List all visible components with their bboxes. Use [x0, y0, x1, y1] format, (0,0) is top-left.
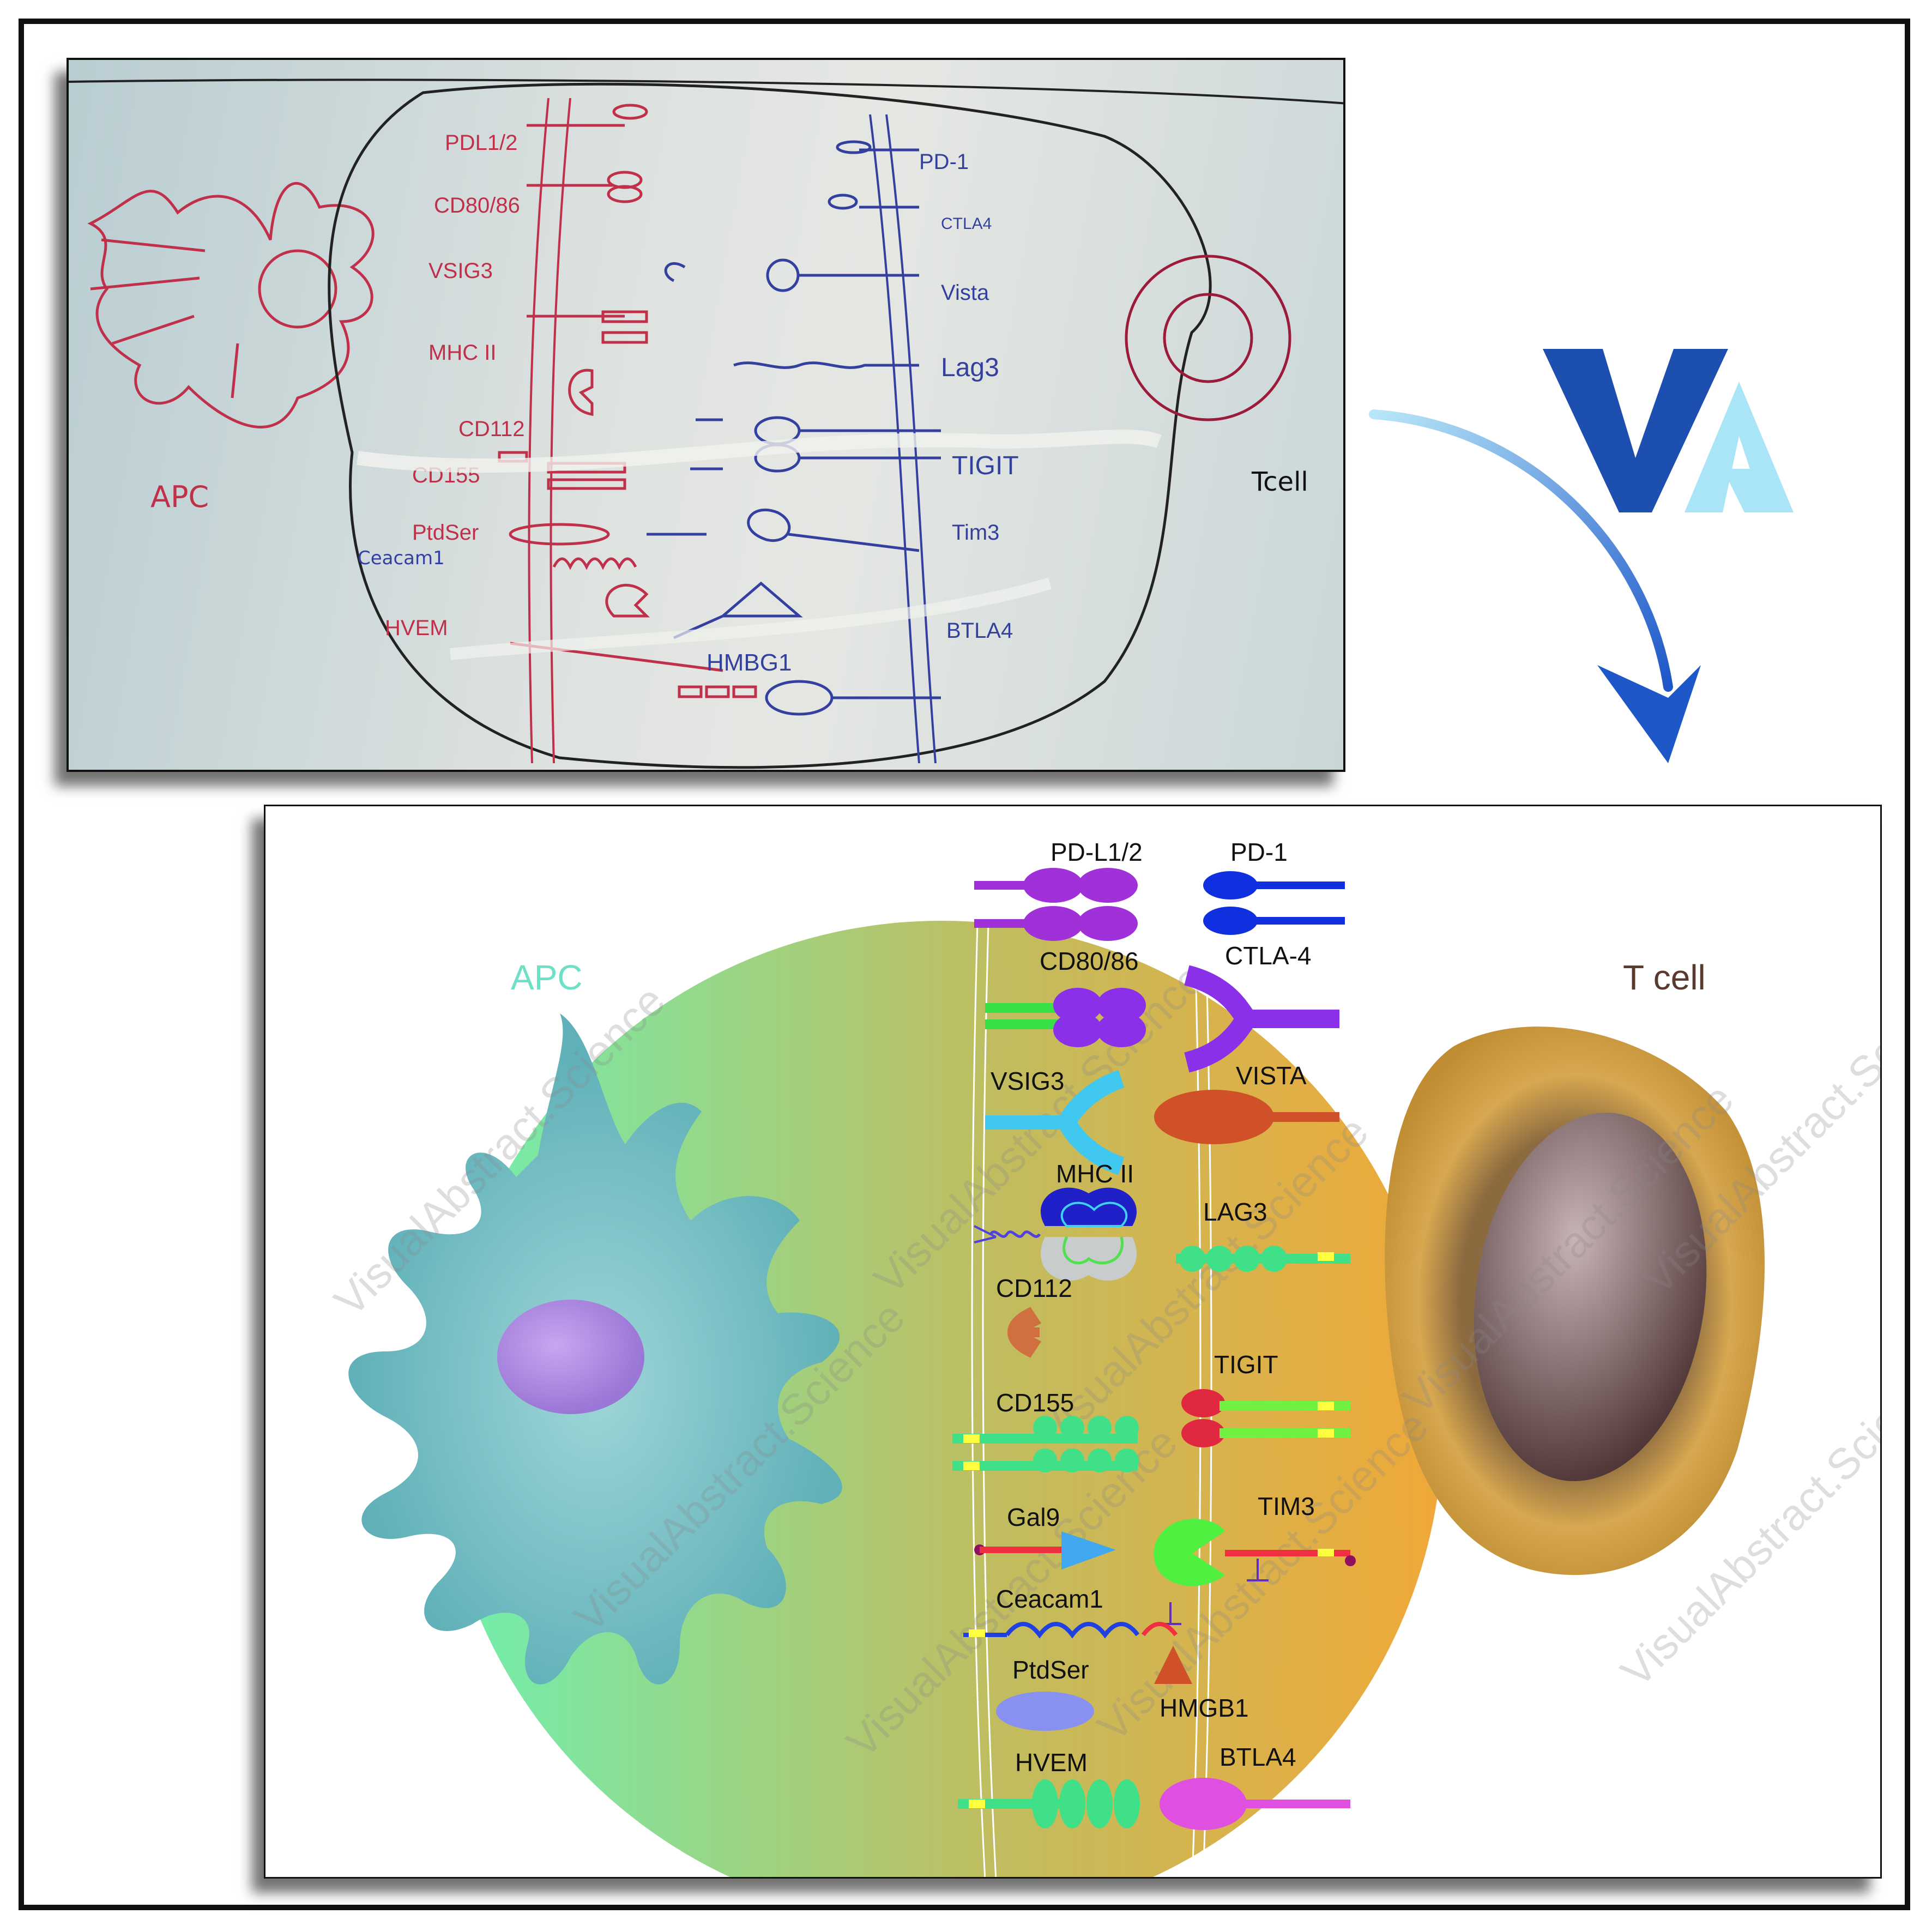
vsig3-molecule: [985, 1070, 1125, 1175]
label-mhc2: MHC II: [1056, 1160, 1134, 1188]
label-cd112: CD112: [996, 1274, 1072, 1302]
gal9-molecule: [974, 1531, 1116, 1569]
va-logo: [1543, 349, 1794, 512]
label-pdl12: PD-L1/2: [1050, 838, 1143, 866]
pd1-molecule: [1203, 871, 1345, 935]
logo-v: [1543, 349, 1728, 512]
ctla4-molecule: [1184, 965, 1339, 1073]
pdl12-molecule: [974, 868, 1138, 941]
sketch-apc-drawing: [87, 182, 375, 428]
tigit-molecule: [1181, 1389, 1350, 1447]
cd8086-molecule: [985, 988, 1146, 1047]
label-hmgb1: HMGB1: [1160, 1694, 1249, 1722]
svg-text:CD80/86: CD80/86: [434, 194, 520, 218]
logo-a: [1685, 382, 1794, 512]
svg-text:BTLA4: BTLA4: [946, 619, 1013, 643]
label-cd155: CD155: [996, 1388, 1074, 1417]
synapse-diagram: VisualAbstract.Science VisualAbstract.Sc…: [325, 838, 1880, 1877]
sketch-tcell-drawing: [1125, 255, 1291, 421]
sketch-synapse-outline: [328, 82, 1212, 769]
btla4-molecule: [1160, 1778, 1350, 1830]
svg-text:Tim3: Tim3: [952, 521, 999, 545]
apc-label: APC: [511, 958, 583, 997]
whiteboard-sketch: APC Tcell PDL1/2 CD80: [69, 79, 1343, 769]
svg-text:TIGIT: TIGIT: [952, 451, 1019, 480]
label-ctla4: CTLA-4: [1225, 941, 1311, 970]
hmgb1-molecule: [1154, 1646, 1192, 1684]
mhc2-molecule: [974, 1187, 1137, 1281]
ceacam1-molecule: [963, 1622, 1178, 1639]
tim3-molecule: [1154, 1519, 1356, 1625]
cd112-molecule: [1007, 1307, 1042, 1358]
lag3-molecule: [1176, 1246, 1350, 1272]
label-vista: VISTA: [1236, 1061, 1307, 1090]
svg-text:Vista: Vista: [941, 281, 989, 305]
svg-text:PD-1: PD-1: [919, 150, 969, 174]
apc-nucleus: [497, 1300, 644, 1414]
svg-text:PtdSer: PtdSer: [412, 521, 479, 545]
sketch-tcell-label: Tcell: [1251, 467, 1308, 497]
whiteboard-sketch-panel: APC Tcell PDL1/2 CD80: [67, 58, 1345, 772]
hvem-molecule: [958, 1779, 1140, 1828]
label-pd1: PD-1: [1230, 838, 1288, 866]
synapse-sphere: [440, 921, 1443, 1877]
label-vsig3: VSIG3: [991, 1067, 1065, 1095]
label-cd8086: CD80/86: [1040, 947, 1139, 975]
label-tim3: TIM3: [1258, 1492, 1315, 1520]
svg-text:HMBG1: HMBG1: [707, 649, 792, 676]
svg-text:VSIG3: VSIG3: [428, 259, 493, 283]
label-ptdser: PtdSer: [1012, 1656, 1089, 1684]
svg-text:CTLA4: CTLA4: [941, 215, 992, 233]
svg-text:HVEM: HVEM: [385, 616, 448, 640]
cd155-molecule: [952, 1416, 1139, 1472]
sketch-apc-label: APC: [150, 480, 209, 514]
svg-text:CD112: CD112: [458, 417, 525, 441]
svg-text:Lag3: Lag3: [941, 353, 999, 382]
vista-molecule: [1154, 1090, 1339, 1144]
svg-text:MHC II: MHC II: [428, 341, 496, 365]
flow-arrow: [1369, 409, 1701, 763]
ptdser-molecule: [996, 1692, 1094, 1731]
svg-text:Ceacam1: Ceacam1: [358, 547, 445, 569]
visual-abstract-panel: VisualAbstract.Science VisualAbstract.Sc…: [264, 805, 1882, 1879]
label-tigit: TIGIT: [1214, 1350, 1278, 1379]
label-lag3: LAG3: [1203, 1198, 1267, 1226]
label-hvem: HVEM: [1015, 1748, 1088, 1777]
svg-text:PDL1/2: PDL1/2: [445, 131, 517, 155]
tcell-nucleus: [1474, 1113, 1707, 1481]
label-btla4: BTLA4: [1219, 1743, 1296, 1771]
label-ceacam1: Ceacam1: [996, 1585, 1103, 1613]
tcell-label: T cell: [1623, 958, 1706, 997]
label-gal9: Gal9: [1007, 1503, 1060, 1531]
